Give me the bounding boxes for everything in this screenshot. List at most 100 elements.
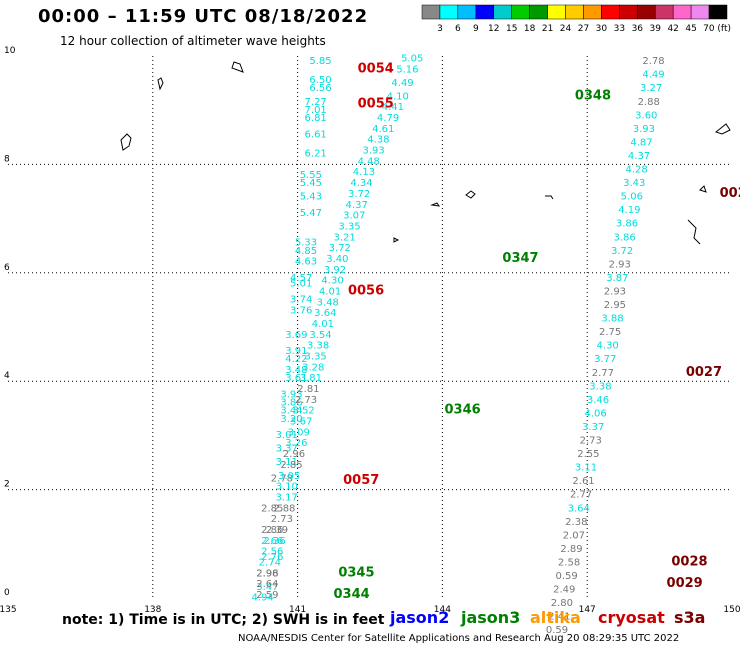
track-time-label: 0026 — [720, 186, 740, 201]
scale-label: 45 — [685, 24, 696, 34]
wave-height-point: 2.80 — [551, 598, 573, 609]
scale-label: 30 — [596, 24, 608, 34]
y-tick-label: 10 — [4, 46, 16, 56]
wave-height-point: 3.48 — [317, 297, 339, 308]
track-time-label: 0054 — [358, 61, 394, 76]
wave-height-point: 3.91 — [285, 346, 307, 357]
wave-height-point: 4.61 — [372, 124, 394, 135]
wave-height-point: 2.41 — [548, 612, 570, 623]
wave-height-point: 4.37 — [346, 200, 368, 211]
wave-height-point: 4.87 — [630, 137, 652, 148]
scale-swatch — [457, 4, 477, 20]
wave-height-point: 3.93 — [633, 124, 655, 135]
wave-height-point: 5.05 — [401, 53, 423, 64]
wave-height-point: 4.30 — [597, 341, 619, 352]
y-tick-label: 6 — [4, 263, 10, 273]
coastline-island — [120, 133, 132, 151]
x-tick-label: 150 — [723, 605, 740, 615]
coastline-island — [687, 219, 701, 245]
wave-height-point: 3.01 — [276, 430, 298, 441]
coastline-island — [157, 77, 164, 91]
wave-height-point: 2.38 — [565, 517, 587, 528]
wave-height-point: 2.85 — [261, 503, 283, 514]
wave-height-point: 4.49 — [391, 78, 413, 89]
coastline-island — [714, 123, 731, 135]
scale-label: 21 — [542, 24, 553, 34]
wave-height-point: 4.10 — [387, 91, 409, 102]
wave-height-point: 5.45 — [300, 178, 322, 189]
scale-label: 33 — [614, 24, 625, 34]
scale-swatch — [421, 4, 441, 20]
wave-height-point: 4.37 — [628, 151, 650, 162]
scale-swatch — [511, 4, 530, 20]
track-time-label: 0027 — [686, 365, 722, 380]
coastline-island — [393, 237, 400, 243]
wave-height-point: 3.67 — [290, 417, 312, 428]
y-tick-label: 0 — [4, 588, 10, 598]
wave-height-point: 3.88 — [601, 314, 623, 325]
wave-height-point: 3.87 — [606, 273, 628, 284]
wave-height-point: 3.38 — [307, 341, 329, 352]
wave-height-point: 3.60 — [635, 110, 657, 121]
track-time-label: 0029 — [667, 576, 703, 591]
wave-height-point: 3.20 — [280, 414, 302, 425]
track-time-label: 0345 — [338, 565, 374, 580]
wave-height-point: 2.81 — [297, 384, 319, 395]
scale-swatch — [493, 4, 512, 20]
wave-height-point: 2.77 — [592, 368, 614, 379]
wave-height-point: 3.35 — [338, 221, 360, 232]
wave-height-point: 3.93 — [280, 389, 302, 400]
wave-height-point: 0.59 — [546, 625, 568, 636]
y-tick-label: 8 — [4, 154, 10, 164]
wave-height-point: 4.28 — [626, 165, 648, 176]
wave-height-point: 2.07 — [563, 530, 585, 541]
wave-height-point: 3.72 — [611, 246, 633, 257]
wave-height-point: 6.21 — [305, 148, 327, 159]
scale-label: 9 — [473, 24, 479, 34]
coastline-island — [465, 190, 476, 199]
wave-height-point: 3.09 — [288, 427, 310, 438]
wave-height-point: 2.56 — [261, 547, 283, 558]
track-time-label: 0344 — [333, 587, 369, 602]
scale-swatch — [690, 4, 710, 20]
wave-height-point: 6.56 — [309, 83, 331, 94]
scale-label: 12 — [488, 24, 499, 34]
wave-height-point: 2.88 — [638, 97, 660, 108]
wave-height-point: 2.76 — [261, 552, 283, 563]
wave-height-point: 4.41 — [382, 102, 404, 113]
track-time-label: 0347 — [502, 251, 538, 266]
wave-height-point: 4.13 — [353, 167, 375, 178]
wave-height-point: 3.61 — [285, 373, 307, 384]
wave-height-point: 3.11 — [276, 457, 298, 468]
wave-height-point: 3.72 — [329, 243, 351, 254]
wave-height-point: 5.01 — [290, 278, 312, 289]
wave-height-point: 4.30 — [321, 276, 343, 287]
wave-height-point: 2.86 — [261, 525, 283, 536]
x-tick-label: 144 — [434, 605, 451, 615]
scale-swatch — [475, 4, 495, 20]
wave-height-point: 3.52 — [292, 406, 314, 417]
track-time-label: 0028 — [671, 554, 707, 569]
wave-height-point: 4.22 — [285, 354, 307, 365]
wave-height-point: 3.47 — [256, 582, 278, 593]
wave-height-point: 2.73 — [271, 514, 293, 525]
wave-height-point: 6.61 — [305, 129, 327, 140]
wave-height-point: 2.89 — [560, 544, 582, 555]
track-time-label: 0346 — [445, 403, 481, 418]
scale-label: 24 — [560, 24, 572, 34]
wave-height-point: 4.63 — [295, 257, 317, 268]
wave-height-point: 3.86 — [613, 232, 635, 243]
wave-height-point: 2.98 — [256, 568, 278, 579]
footer-credit: NOAA/NESDIS Center for Satellite Applica… — [238, 633, 680, 644]
wave-height-point: 3.54 — [309, 330, 331, 341]
wave-height-point: 2.78 — [642, 56, 664, 67]
wave-height-point: 4.57 — [290, 273, 312, 284]
scale-label: 3 — [437, 24, 443, 34]
wave-height-point: 2.78 — [271, 473, 293, 484]
wave-height-point: 2.66 — [261, 536, 283, 547]
wave-height-point: 5.55 — [300, 170, 322, 181]
coastline-island — [430, 202, 441, 207]
wave-height-point: 3.77 — [594, 354, 616, 365]
wave-height-point: 2.55 — [577, 449, 599, 460]
wave-height-point: 3.21 — [333, 232, 355, 243]
